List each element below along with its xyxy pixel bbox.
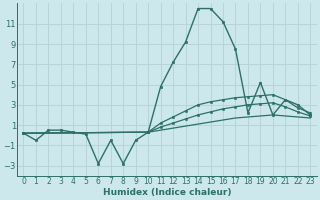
X-axis label: Humidex (Indice chaleur): Humidex (Indice chaleur) xyxy=(103,188,231,197)
